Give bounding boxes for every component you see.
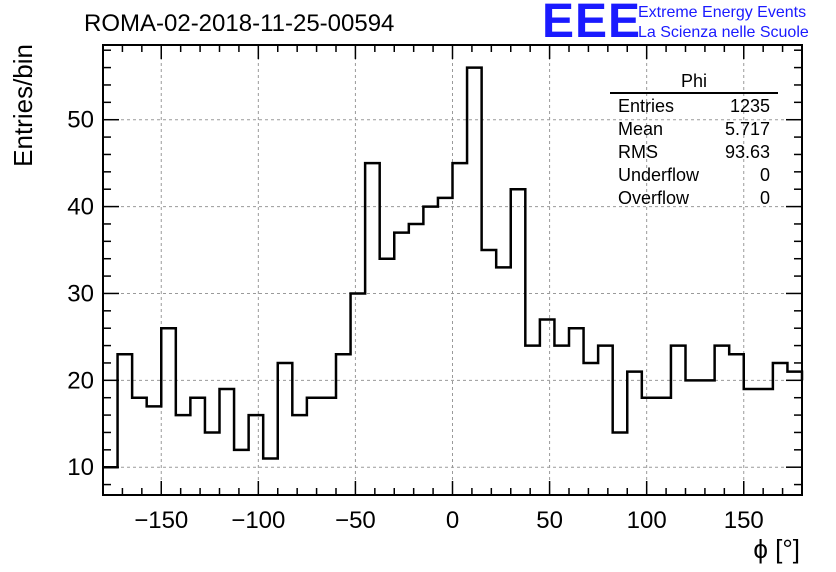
stats-label: RMS xyxy=(618,142,658,162)
x-tick-label: −150 xyxy=(134,507,188,534)
y-tick-label: 50 xyxy=(67,107,94,134)
x-tick-label: 150 xyxy=(724,507,764,534)
stats-value: 93.63 xyxy=(724,142,770,162)
x-tick-label: −50 xyxy=(335,507,376,534)
x-tick-label: 0 xyxy=(446,507,459,534)
x-axis-label: ϕ [°] xyxy=(753,534,800,564)
stats-row-entries: Entries 1235 xyxy=(610,95,778,118)
stats-value: 0 xyxy=(759,165,770,185)
stats-row-overflow: Overflow 0 xyxy=(610,187,778,210)
stats-label: Overflow xyxy=(618,188,690,208)
logo-tagline-2: La Scienza nelle Scuole xyxy=(638,24,809,41)
y-tick-label: 20 xyxy=(67,367,94,394)
stats-title: Phi xyxy=(680,71,707,91)
y-axis-label: Entries/bin xyxy=(8,44,38,167)
y-tick-label: 30 xyxy=(67,280,94,307)
stats-box: Phi Entries 1235 Mean 5.717 RMS 93.63 Un… xyxy=(610,70,778,210)
stats-value: 5.717 xyxy=(724,119,770,139)
stats-value: 0 xyxy=(759,188,770,208)
chart-title: ROMA-02-2018-11-25-00594 xyxy=(84,10,395,37)
stats-label: Entries xyxy=(618,96,675,116)
y-tick-label: 10 xyxy=(67,454,94,481)
stats-value: 1235 xyxy=(729,96,770,116)
y-tick-label: 40 xyxy=(67,194,94,221)
stats-label: Mean xyxy=(618,119,664,139)
stats-row-underflow: Underflow 0 xyxy=(610,164,778,187)
x-tick-label: 50 xyxy=(536,507,563,534)
eee-logo: EEE xyxy=(542,0,642,48)
logo-tagline-1: Extreme Energy Events xyxy=(638,4,807,21)
stats-divider xyxy=(610,92,778,94)
stats-label: Underflow xyxy=(618,165,700,185)
x-tick-label: −100 xyxy=(231,507,285,534)
histogram-line xyxy=(103,66,804,469)
stats-row-mean: Mean 5.717 xyxy=(610,118,778,141)
stats-row-rms: RMS 93.63 xyxy=(610,141,778,164)
x-tick-label: 100 xyxy=(627,507,667,534)
